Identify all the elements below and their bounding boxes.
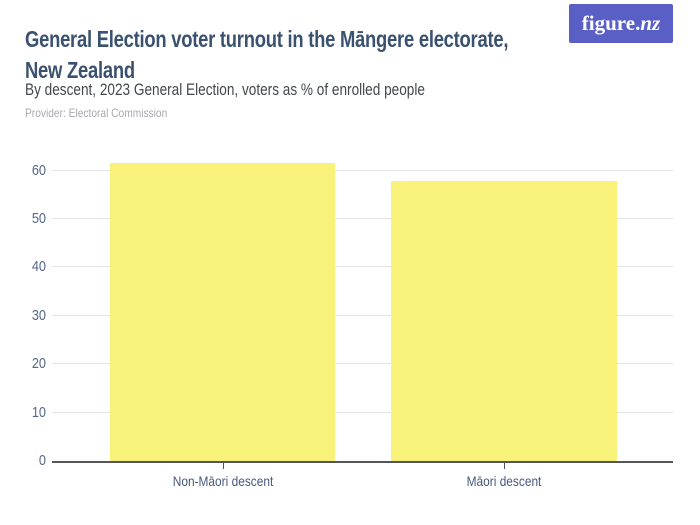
x-category-label: Māori descent	[466, 473, 542, 489]
gridline-30	[52, 314, 673, 316]
figurenz-logo-text: figure.	[581, 11, 641, 35]
x-category-label: Non-Māori descent	[172, 473, 273, 489]
plot-area	[52, 150, 673, 461]
x-tick-mark	[222, 463, 224, 469]
gridline-20	[52, 363, 673, 365]
y-tick-label-40: 40	[31, 258, 46, 276]
gridline-60	[52, 169, 673, 171]
y-tick-label-0: 0	[38, 452, 46, 469]
y-tick-label-20: 20	[31, 355, 46, 373]
gridline-10	[52, 411, 673, 413]
x-tick-mark	[504, 463, 505, 469]
y-tick-label-50: 50	[31, 210, 46, 227]
provider-credit: Provider: Electoral Commission	[25, 106, 168, 120]
figurenz-logo-text-italic: nz	[640, 11, 661, 35]
figurenz-logo[interactable]: figure. nz	[569, 4, 673, 43]
chart-title-line2: New Zealand	[25, 57, 135, 83]
y-tick-label-10: 10	[31, 403, 46, 421]
bar-m-ori-descent[interactable]	[391, 180, 617, 461]
y-tick-label-30: 30	[31, 306, 46, 324]
y-tick-label-60: 60	[31, 161, 46, 179]
gridline-50	[52, 218, 673, 219]
chart-subtitle: By descent, 2023 General Election, voter…	[25, 80, 425, 99]
chart-title-line1: General Election voter turnout in the Mā…	[25, 26, 509, 52]
x-axis-line	[52, 461, 673, 463]
gridline-40	[52, 266, 673, 268]
bar-non-m-ori-descent[interactable]	[110, 162, 335, 461]
